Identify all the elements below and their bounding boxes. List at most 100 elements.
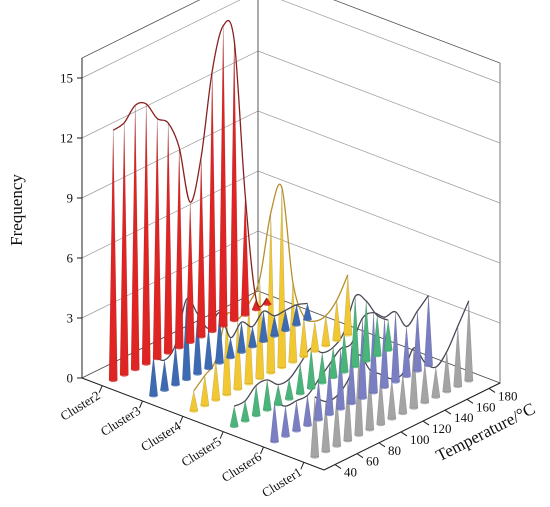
spike: [292, 400, 301, 431]
spike: [189, 390, 199, 412]
envelope-curve: [112, 19, 268, 308]
spike: [372, 315, 382, 356]
cluster-tick: [98, 385, 103, 393]
spike: [174, 147, 184, 348]
spike: [141, 103, 151, 365]
temperature-tick-label: 160: [476, 399, 496, 414]
spike: [200, 375, 210, 406]
spike: [211, 359, 221, 401]
series-Cluster2: [108, 19, 272, 383]
z-tick-label: 12: [60, 131, 73, 146]
spike: [270, 401, 279, 442]
temperature-tick-label: 80: [388, 443, 401, 458]
spike: [160, 360, 169, 391]
spike: [233, 319, 243, 390]
spike: [273, 384, 283, 405]
temperature-tick: [356, 453, 364, 459]
spike: [310, 396, 320, 458]
spike: [292, 304, 301, 326]
spike: [237, 322, 246, 353]
cluster-tick: [179, 416, 184, 424]
spike: [281, 406, 290, 437]
spike: [218, 25, 228, 327]
spike: [321, 315, 331, 346]
chart-plot-area: [108, 19, 474, 459]
temperature-tick-label: 40: [344, 465, 357, 480]
temperature-tick-label: 180: [498, 388, 518, 403]
spike: [424, 295, 433, 366]
spike: [325, 364, 334, 415]
spike: [453, 326, 463, 387]
spike: [387, 378, 397, 419]
temperature-tick-label: 100: [410, 432, 430, 447]
spike: [328, 347, 338, 378]
spike: [226, 337, 235, 358]
spike: [248, 326, 257, 347]
envelope-curve: [274, 295, 430, 407]
spike: [303, 395, 312, 426]
temperature-tick-label: 140: [454, 410, 474, 425]
cluster-tick: [219, 431, 224, 439]
spike: [383, 320, 393, 351]
z-tick-label: 3: [67, 311, 74, 326]
spike: [339, 331, 349, 373]
temperature-tick: [488, 388, 496, 393]
spike: [295, 363, 305, 394]
temperature-tick: [466, 398, 474, 404]
spike: [163, 122, 173, 354]
spike: [365, 369, 375, 430]
spike: [119, 122, 129, 375]
spike: [343, 274, 353, 335]
spike: [281, 310, 290, 331]
spike: [171, 344, 180, 385]
cluster-tick: [139, 400, 143, 409]
spike: [193, 313, 202, 374]
temperature-tick: [334, 464, 342, 469]
spike: [343, 380, 353, 441]
z-gridline: [81, 0, 501, 84]
spike: [398, 373, 408, 414]
spike: [310, 321, 320, 352]
spike: [130, 105, 140, 370]
temperature-tick: [422, 420, 430, 426]
spike: [240, 194, 250, 316]
spike: [262, 379, 272, 411]
spike: [420, 362, 430, 403]
spike: [303, 302, 312, 320]
chart-axes: [77, 58, 501, 471]
spike: [215, 312, 224, 364]
temperature-tick: [400, 431, 408, 437]
temperature-tick-label: 60: [366, 454, 379, 469]
spike: [317, 352, 327, 383]
spike: [207, 71, 217, 332]
spike: [380, 317, 389, 388]
spike: [229, 40, 239, 321]
z-tick-label: 0: [67, 371, 74, 386]
z-tick-label: 6: [67, 251, 74, 266]
spike: [376, 374, 386, 425]
chart-gridlines: [81, 0, 501, 324]
spike: [314, 379, 323, 420]
z-axis-title: Frequency: [7, 174, 26, 246]
spike: [332, 300, 342, 341]
spike: [350, 296, 360, 367]
cluster-tick: [300, 462, 305, 470]
spike: [391, 311, 400, 382]
spike: [149, 355, 158, 396]
spike: [284, 378, 294, 400]
z-tick-label: 9: [67, 191, 74, 206]
spike: [347, 343, 356, 404]
spike: [229, 406, 239, 427]
spike: [204, 328, 213, 369]
spike: [321, 401, 331, 452]
spike: [270, 315, 279, 336]
spike: [196, 156, 206, 337]
cluster-tick-label: Cluster1: [259, 464, 304, 500]
spike: [431, 367, 441, 398]
spike: [332, 395, 342, 447]
cluster-tick-label: Cluster6: [219, 449, 265, 485]
cluster-axis-line: [81, 377, 325, 471]
spike: [152, 118, 162, 359]
